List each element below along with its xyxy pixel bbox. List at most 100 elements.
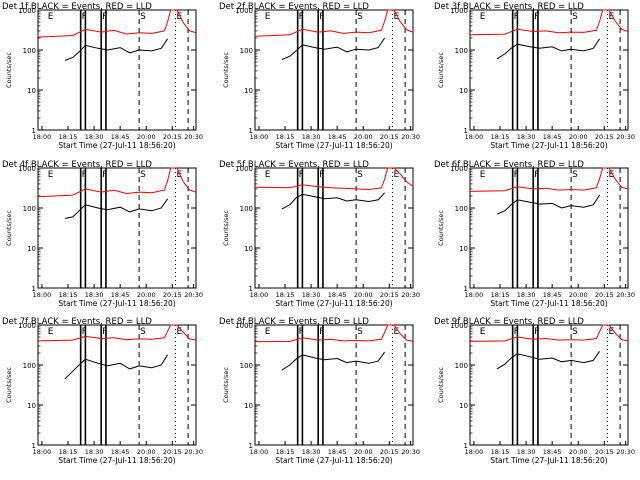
event-marker-label: S bbox=[140, 12, 146, 22]
x-tick-label: 20:15 bbox=[163, 291, 182, 299]
event-marker-label: F bbox=[102, 170, 107, 180]
x-tick-label: 20:00 bbox=[354, 291, 373, 299]
x-tick-label: 20:30 bbox=[184, 448, 203, 456]
x-axis-label: Start Time (27-Jul-11 18:56:20) bbox=[58, 456, 175, 465]
y-tick-label: 100 bbox=[455, 205, 468, 213]
x-tick-label: 18:15 bbox=[276, 448, 295, 456]
y-tick-label: 100 bbox=[23, 362, 36, 370]
x-tick-label: 18:45 bbox=[543, 448, 562, 456]
x-tick-label: 18:00 bbox=[33, 133, 52, 141]
events-series-line bbox=[64, 38, 169, 61]
y-axis-label: Counts/sec bbox=[437, 367, 445, 403]
plot-frame bbox=[37, 167, 197, 289]
panel-title: Det 2f BLACK = Events, RED = LLD bbox=[219, 2, 369, 12]
lld-series-line bbox=[37, 167, 197, 198]
event-marker-label: S bbox=[357, 170, 363, 180]
chart-panel: Det 2f BLACK = Events, RED = LLD 1 10 100 10… bbox=[219, 2, 420, 150]
y-tick-label: 1000 bbox=[235, 322, 253, 330]
x-axis-label: Start Time (27-Jul-11 18:56:20) bbox=[275, 299, 392, 308]
chart-panel: Det 3f BLACK = Events, RED = LLD 1 10 100 10… bbox=[434, 2, 635, 150]
event-marker-label: E bbox=[265, 327, 271, 337]
event-marker-label: S bbox=[357, 327, 363, 337]
plot-frame bbox=[469, 9, 629, 131]
event-marker-label: F bbox=[299, 327, 304, 337]
event-marker-label: S bbox=[140, 170, 146, 180]
y-tick-label: 1000 bbox=[18, 322, 36, 330]
x-tick-label: 18:15 bbox=[276, 133, 295, 141]
y-tick-label: 1 bbox=[32, 127, 36, 135]
lld-series-line bbox=[254, 9, 414, 37]
chart-panel: Det 7f BLACK = Events, RED = LLD 1 10 100 10… bbox=[2, 317, 203, 465]
events-series-line bbox=[281, 192, 385, 210]
x-tick-label: 18:45 bbox=[328, 448, 347, 456]
plot-frame bbox=[37, 9, 197, 131]
x-tick-label: 18:15 bbox=[59, 133, 78, 141]
y-tick-label: 1000 bbox=[18, 165, 36, 173]
y-tick-label: 1000 bbox=[235, 165, 253, 173]
event-marker-label: E bbox=[393, 327, 399, 337]
event-marker-label: E bbox=[393, 170, 399, 180]
plot-frame bbox=[469, 324, 629, 446]
x-tick-label: 18:30 bbox=[85, 291, 104, 299]
y-axis-label: Counts/sec bbox=[222, 210, 230, 246]
panel-title: Det 9f BLACK = Events, RED = LLD bbox=[434, 317, 584, 327]
event-marker-label: S bbox=[572, 12, 578, 22]
event-marker-label: S bbox=[140, 327, 146, 337]
event-marker-label: E bbox=[608, 12, 614, 22]
lld-series-line bbox=[37, 9, 197, 38]
y-axis-label: Counts/sec bbox=[5, 367, 13, 403]
x-tick-label: 18:00 bbox=[250, 133, 269, 141]
x-tick-label: 20:00 bbox=[569, 291, 588, 299]
x-axis-label: Start Time (27-Jul-11 18:56:20) bbox=[490, 141, 607, 150]
plot-frame bbox=[469, 167, 629, 289]
x-tick-label: 18:00 bbox=[465, 448, 484, 456]
x-axis-label: Start Time (27-Jul-11 18:56:20) bbox=[275, 456, 392, 465]
y-tick-label: 1 bbox=[249, 127, 253, 135]
events-series-line bbox=[496, 38, 601, 60]
x-tick-label: 18:15 bbox=[491, 133, 510, 141]
x-tick-label: 20:30 bbox=[401, 448, 420, 456]
x-tick-label: 20:00 bbox=[137, 291, 156, 299]
panel-title: Det 8f BLACK = Events, RED = LLD bbox=[219, 317, 369, 327]
plot-frame bbox=[254, 324, 414, 446]
x-axis-label: Start Time (27-Jul-11 18:56:20) bbox=[490, 456, 607, 465]
x-tick-label: 18:30 bbox=[517, 133, 536, 141]
x-tick-label: 20:00 bbox=[137, 448, 156, 456]
y-axis-label: Counts/sec bbox=[5, 210, 13, 246]
x-tick-label: 20:30 bbox=[616, 448, 635, 456]
events-series-line bbox=[281, 351, 386, 371]
x-tick-label: 20:15 bbox=[380, 291, 399, 299]
event-marker-label: F bbox=[514, 170, 519, 180]
y-tick-label: 1 bbox=[32, 442, 36, 450]
y-axis-label: Counts/sec bbox=[437, 210, 445, 246]
x-tick-label: 18:45 bbox=[543, 291, 562, 299]
event-marker-label: F bbox=[319, 12, 324, 22]
plot-frame bbox=[37, 324, 197, 446]
y-tick-label: 1000 bbox=[18, 7, 36, 15]
panel-title: Det 6f BLACK = Events, RED = LLD bbox=[434, 160, 584, 170]
event-marker-label: F bbox=[319, 170, 324, 180]
event-marker-label: F bbox=[102, 12, 107, 22]
events-series-line bbox=[64, 354, 169, 380]
x-tick-label: 18:45 bbox=[328, 291, 347, 299]
events-series-line bbox=[496, 194, 601, 215]
x-tick-label: 18:00 bbox=[33, 448, 52, 456]
lld-series-line bbox=[469, 9, 629, 36]
x-tick-label: 20:00 bbox=[354, 448, 373, 456]
x-tick-label: 20:15 bbox=[380, 133, 399, 141]
y-tick-label: 1 bbox=[249, 442, 253, 450]
y-axis-label: Counts/sec bbox=[5, 52, 13, 88]
x-tick-label: 18:45 bbox=[328, 133, 347, 141]
x-tick-label: 20:30 bbox=[184, 133, 203, 141]
x-axis-label: Start Time (27-Jul-11 18:56:20) bbox=[490, 299, 607, 308]
event-marker-label: E bbox=[608, 170, 614, 180]
event-marker-label: F bbox=[534, 170, 539, 180]
x-tick-label: 18:15 bbox=[59, 448, 78, 456]
y-tick-label: 100 bbox=[455, 47, 468, 55]
event-marker-label: F bbox=[534, 327, 539, 337]
x-tick-label: 18:00 bbox=[33, 291, 52, 299]
event-marker-label: F bbox=[82, 327, 87, 337]
x-tick-label: 20:15 bbox=[163, 448, 182, 456]
event-marker-label: E bbox=[608, 327, 614, 337]
event-marker-label: S bbox=[572, 170, 578, 180]
